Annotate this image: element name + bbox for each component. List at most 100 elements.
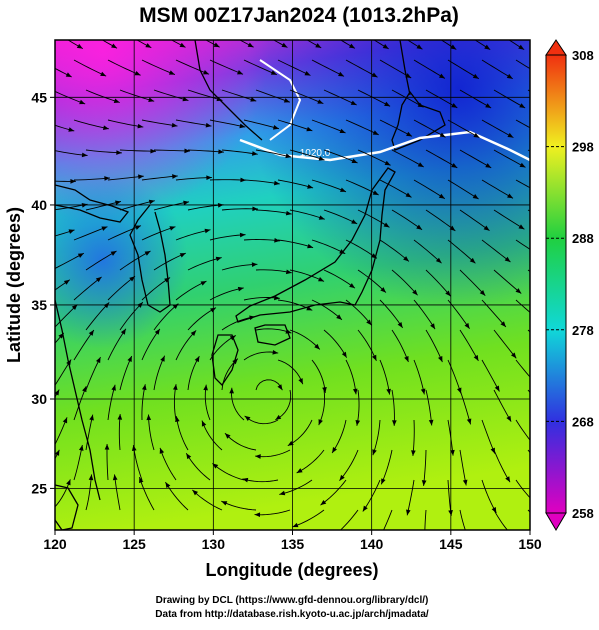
streamline-arrow: [134, 225, 141, 230]
y-tick-label: 35: [31, 297, 47, 313]
streamline: [279, 479, 313, 495]
streamline-arrow: [438, 193, 445, 199]
streamline: [255, 209, 292, 215]
streamline: [221, 316, 256, 331]
streamline-arrow: [355, 419, 361, 426]
streamline: [289, 329, 321, 350]
streamline-arrow: [534, 382, 539, 388]
streamline-arrow: [274, 238, 280, 243]
streamline-arrow: [141, 384, 147, 391]
streamline-arrow: [348, 43, 355, 49]
streamline: [55, 417, 68, 446]
streamline-arrow: [179, 253, 186, 258]
streamline-arrow: [138, 174, 144, 180]
streamline-arrow: [160, 355, 165, 362]
streamline-arrow: [317, 99, 324, 104]
streamline: [55, 332, 65, 344]
streamline: [425, 389, 433, 426]
x-tick-label: 145: [439, 536, 463, 552]
streamline: [379, 59, 412, 79]
streamline-arrow: [55, 389, 60, 396]
streamline: [459, 389, 472, 425]
streamline: [515, 59, 530, 70]
streamline: [73, 444, 83, 481]
streamline-arrow: [450, 44, 457, 50]
streamline-arrow: [89, 414, 94, 421]
streamline: [255, 449, 291, 458]
streamline: [356, 389, 360, 426]
streamline: [277, 359, 304, 385]
streamline: [515, 359, 530, 378]
streamline: [362, 479, 381, 512]
streamline-arrow: [406, 131, 413, 137]
streamline: [55, 229, 75, 237]
streamline: [73, 59, 107, 77]
streamline-arrow: [186, 453, 192, 460]
streamline: [119, 149, 156, 152]
streamline: [175, 119, 212, 127]
streamline: [383, 509, 393, 530]
streamline: [243, 297, 280, 301]
streamline-arrow: [490, 447, 495, 454]
streamline: [379, 239, 410, 262]
streamline: [373, 40, 389, 50]
y-tick-label: 45: [31, 89, 47, 105]
streamline: [85, 201, 122, 211]
streamline-arrow: [366, 319, 372, 326]
streamline-arrow: [332, 447, 337, 453]
streamline: [175, 280, 207, 301]
streamline: [311, 59, 345, 77]
streamline-arrow: [411, 450, 416, 456]
streamline-arrow: [112, 474, 118, 481]
streamline: [141, 277, 171, 301]
streamline-arrow: [384, 160, 391, 166]
streamline-arrow: [504, 256, 511, 263]
streamline: [114, 474, 121, 511]
streamline-arrow: [450, 449, 455, 456]
streamline-arrow: [381, 478, 386, 485]
isobar-label: 1020.0: [300, 148, 331, 159]
streamline: [187, 257, 222, 271]
streamline: [141, 226, 176, 241]
streamline-arrow: [540, 255, 546, 260]
streamline-arrow: [336, 314, 342, 320]
streamline-arrow: [538, 318, 544, 323]
streamline: [357, 89, 391, 107]
streamline: [345, 59, 378, 78]
streamline: [320, 479, 347, 506]
streamline: [141, 175, 178, 181]
streamline-arrow: [318, 215, 325, 220]
streamline-arrow: [145, 43, 152, 48]
streamline: [481, 359, 500, 392]
streamline-arrow: [281, 42, 288, 48]
colorbar-end: [545, 512, 567, 531]
streamline-arrow: [519, 103, 526, 109]
streamline: [323, 329, 348, 358]
streamline: [221, 358, 239, 391]
streamline-arrow: [205, 122, 212, 128]
streamline-arrow: [372, 130, 379, 135]
streamline: [55, 449, 60, 460]
streamline-arrow: [58, 332, 64, 339]
streamline-arrow: [111, 43, 118, 49]
streamline: [493, 269, 522, 294]
streamline-arrow: [384, 101, 391, 107]
streamline: [107, 328, 127, 361]
streamline: [55, 150, 88, 156]
streamline-arrow: [351, 158, 358, 163]
streamline-arrow: [339, 474, 345, 481]
streamline: [170, 40, 186, 48]
streamline-arrow: [466, 418, 472, 425]
streamline-arrow: [464, 322, 470, 329]
streamline: [187, 149, 224, 153]
streamline: [165, 481, 189, 511]
streamline: [459, 209, 490, 231]
streamline: [413, 119, 446, 138]
streamline: [447, 59, 479, 80]
streamline: [73, 329, 95, 361]
x-axis-label: Longitude (degrees): [205, 560, 378, 580]
streamline: [55, 389, 60, 398]
streamline-arrow: [229, 387, 234, 394]
streamline: [459, 89, 492, 109]
colorbar-tick-label: 258: [572, 506, 594, 521]
